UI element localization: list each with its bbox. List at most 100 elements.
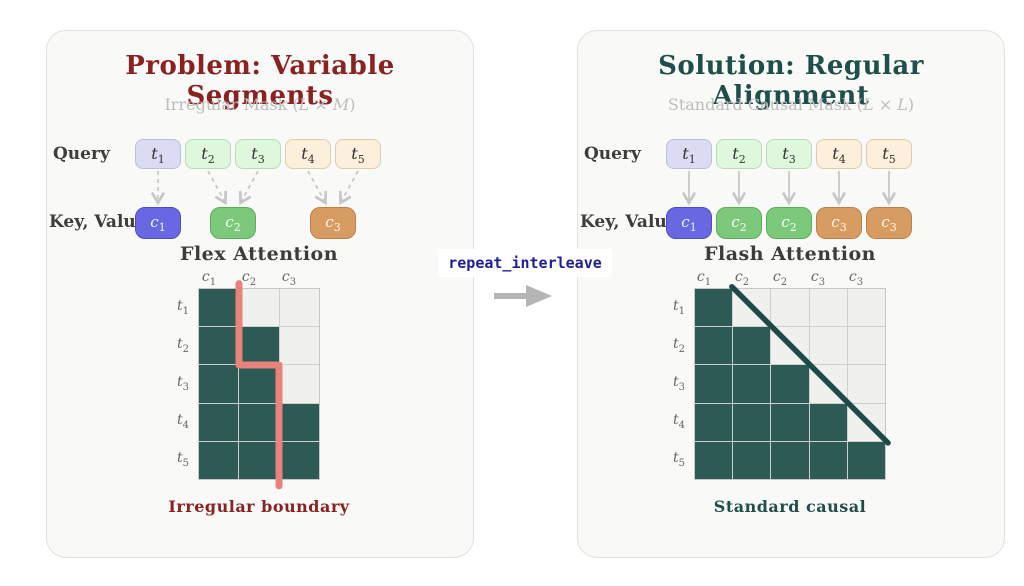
mask-cell-attend xyxy=(733,441,771,479)
query-token: t2 xyxy=(185,139,231,169)
kv-token: c2 xyxy=(210,207,256,239)
mask-cell-masked xyxy=(771,327,809,365)
query-token: t4 xyxy=(816,139,862,169)
mask-cell-attend xyxy=(695,403,733,441)
subtitle-times: × xyxy=(873,95,898,114)
mask-cell-masked xyxy=(279,327,319,365)
mask-cell-attend xyxy=(809,441,847,479)
subtitle-var: L xyxy=(897,95,908,114)
mask-col-header: c3 xyxy=(281,269,297,288)
mask-cell-masked xyxy=(771,289,809,327)
query-token: t2 xyxy=(716,139,762,169)
mask-cell-attend xyxy=(199,289,239,327)
problem-subtitle: Irregular Mask (L × M) xyxy=(47,95,473,114)
kv-token: c1 xyxy=(666,207,712,239)
query-token: t3 xyxy=(235,139,281,169)
mask-cell-attend xyxy=(695,289,733,327)
mask-cell-attend xyxy=(695,441,733,479)
mask-cell-attend xyxy=(695,365,733,403)
mask-col-header: c1 xyxy=(201,269,217,288)
mask-row-header: t5 xyxy=(176,450,189,469)
mask-cell-attend xyxy=(771,403,809,441)
mask-row-header: t3 xyxy=(176,374,189,393)
query-label: Query xyxy=(584,144,641,164)
subtitle-text: ) xyxy=(349,95,356,114)
mask-cell-masked xyxy=(733,289,771,327)
mask-cell-attend xyxy=(239,403,279,441)
kv-token: c3 xyxy=(310,207,356,239)
subtitle-text: ) xyxy=(907,95,915,114)
mask-cell-attend xyxy=(199,365,239,403)
mask-col-header: c3 xyxy=(810,269,826,288)
arrow-head xyxy=(526,285,552,307)
subtitle-var: L xyxy=(298,95,310,114)
subtitle-text: Standard Causal Mask ( xyxy=(667,95,864,114)
mask-cell-attend xyxy=(279,403,319,441)
problem-title: Problem: Variable Segments xyxy=(125,51,395,111)
mask-col-header: c3 xyxy=(848,269,864,288)
kv-token: c3 xyxy=(816,207,862,239)
transform-arrow-icon xyxy=(494,285,552,307)
mask-cell-masked xyxy=(809,327,847,365)
mask-col-header: c2 xyxy=(772,269,788,288)
query-token: t3 xyxy=(766,139,812,169)
subtitle-times: × xyxy=(309,95,333,114)
subtitle-var: L xyxy=(863,95,874,114)
mask-row-header: t4 xyxy=(672,412,685,431)
mask-row-header: t3 xyxy=(672,374,685,393)
query-token: t4 xyxy=(285,139,331,169)
subtitle-text: Irregular Mask ( xyxy=(164,95,299,114)
query-token: t5 xyxy=(335,139,381,169)
mask-cell-attend xyxy=(199,403,239,441)
mask-row-header: t1 xyxy=(176,298,189,317)
mask-cell-attend xyxy=(771,365,809,403)
mask-cell-masked xyxy=(847,403,885,441)
query-token: t1 xyxy=(666,139,712,169)
mask-cell-attend xyxy=(771,441,809,479)
mask-row-header: t5 xyxy=(672,450,685,469)
token-mapping-arrow xyxy=(307,170,325,202)
attention-mask-grid xyxy=(694,288,886,480)
mask-cell-masked xyxy=(847,327,885,365)
mask-col-header: c1 xyxy=(696,269,712,288)
mask-cell-masked xyxy=(239,289,279,327)
mask-cell-attend xyxy=(733,327,771,365)
query-token: t5 xyxy=(866,139,912,169)
token-mapping-arrow xyxy=(241,170,259,202)
mask-cell-attend xyxy=(199,441,239,479)
mask-caption: Irregular boundary xyxy=(168,497,350,516)
mask-cell-attend xyxy=(199,327,239,365)
mask-cell-masked xyxy=(847,289,885,327)
mask-cell-attend xyxy=(279,441,319,479)
problem-panel: Problem: Variable Segments Irregular Mas… xyxy=(46,30,474,558)
query-label: Query xyxy=(53,144,110,164)
subtitle-var: M xyxy=(332,95,350,114)
kv-token: c2 xyxy=(716,207,762,239)
repeat-interleave-label: repeat_interleave xyxy=(438,249,612,277)
mask-caption: Standard causal xyxy=(713,497,867,516)
mask-cell-attend xyxy=(695,327,733,365)
solution-title: Solution: Regular Alignment xyxy=(658,51,924,111)
mask-row-header: t4 xyxy=(176,412,189,431)
mask-cell-masked xyxy=(279,289,319,327)
mask-cell-masked xyxy=(279,365,319,403)
mask-cell-attend xyxy=(847,441,885,479)
mask-cell-attend xyxy=(239,441,279,479)
mask-cell-masked xyxy=(809,365,847,403)
solution-panel: Solution: Regular Alignment Standard Cau… xyxy=(577,30,1005,558)
attention-mask-grid xyxy=(198,288,320,480)
attention-heading: Flash Attention xyxy=(704,243,876,265)
mask-cell-attend xyxy=(239,327,279,365)
mask-cell-attend xyxy=(239,365,279,403)
mask-cell-attend xyxy=(733,403,771,441)
key-value-label: Key, Value xyxy=(49,212,147,232)
attention-heading: Flex Attention xyxy=(179,243,339,265)
key-value-label: Key, Value xyxy=(580,212,678,232)
mask-col-header: c2 xyxy=(241,269,257,288)
kv-token: c1 xyxy=(135,207,181,239)
mask-col-header: c2 xyxy=(734,269,750,288)
token-mapping-arrow xyxy=(341,170,359,202)
mask-cell-masked xyxy=(809,289,847,327)
kv-token: c2 xyxy=(766,207,812,239)
